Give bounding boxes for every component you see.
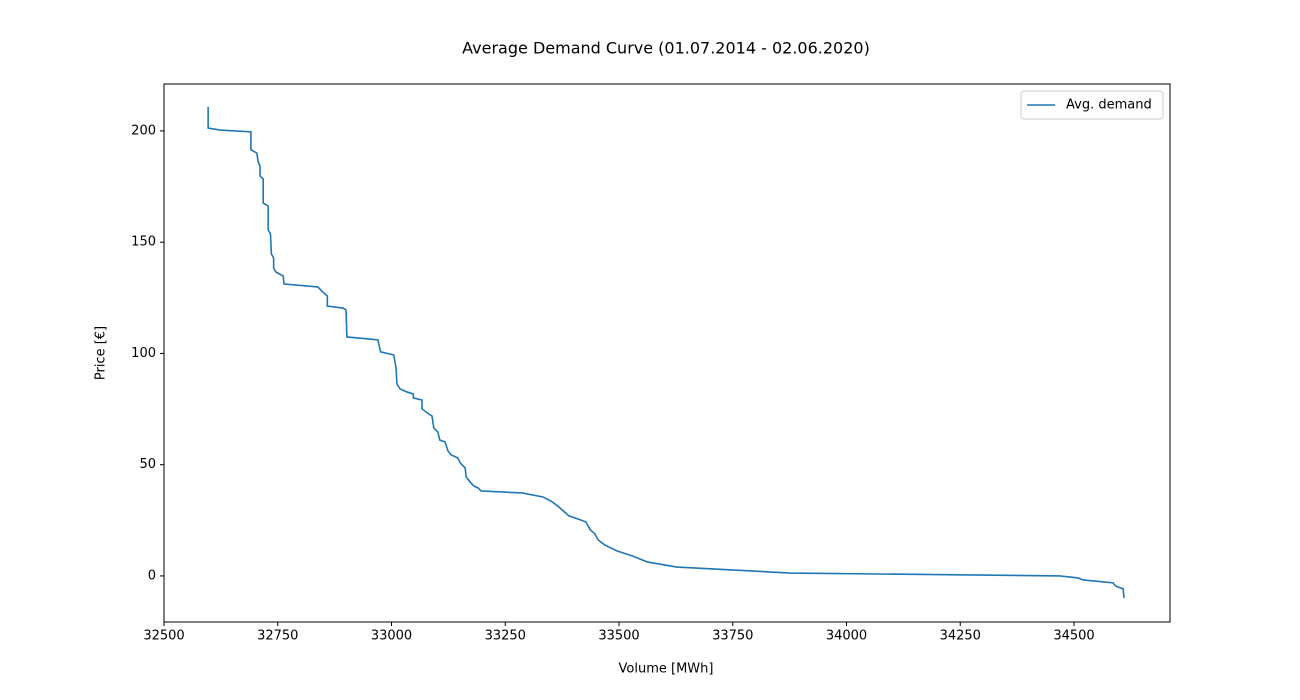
x-tick-label: 34000 <box>826 629 867 644</box>
y-tick-label: 0 <box>148 568 156 583</box>
x-tick-label: 33250 <box>485 629 526 644</box>
x-tick-label: 34500 <box>1053 629 1094 644</box>
legend-box <box>1020 90 1164 120</box>
x-tick-label: 32500 <box>143 629 184 644</box>
y-tick-label: 100 <box>131 346 156 361</box>
x-tick-label: 34250 <box>940 629 981 644</box>
chart-title: Average Demand Curve (01.07.2014 - 02.06… <box>462 39 870 58</box>
y-tick-label: 200 <box>131 123 156 138</box>
x-tick-label: 33750 <box>712 629 753 644</box>
y-tick-label: 150 <box>131 235 156 250</box>
y-axis-label: Price [€] <box>94 326 109 380</box>
data-line <box>207 106 1125 599</box>
legend-label: Avg. demand <box>1066 98 1152 113</box>
x-axis-label: Volume [MWh] <box>619 662 714 677</box>
plot-frame <box>163 83 1171 623</box>
x-tick-label: 33000 <box>371 629 412 644</box>
x-tick-label: 33500 <box>598 629 639 644</box>
x-tick-label: 32750 <box>257 629 298 644</box>
y-tick-label: 50 <box>139 457 156 472</box>
